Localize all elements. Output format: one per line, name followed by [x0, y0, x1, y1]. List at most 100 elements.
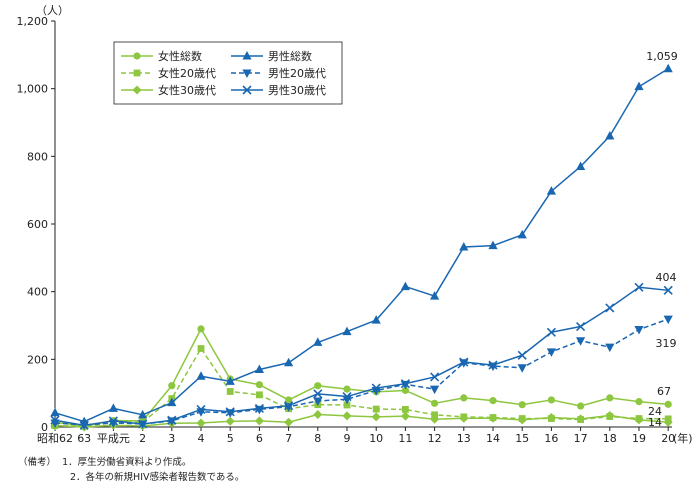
data-point: [108, 403, 118, 412]
data-point: [284, 357, 294, 367]
data-point: [371, 315, 381, 324]
data-point: [50, 415, 60, 425]
data-point: [168, 382, 176, 390]
data-point: [343, 385, 351, 393]
data-point: [606, 394, 614, 402]
x-tick-label: 17: [574, 432, 588, 445]
data-point: [460, 394, 468, 402]
data-point-stroke: [517, 350, 527, 360]
x-tick-label: 14: [486, 432, 500, 445]
x-tick-label: 12: [428, 432, 442, 445]
legend-label: 男性総数: [268, 49, 312, 63]
data-point: [138, 409, 148, 419]
data-point-stroke: [79, 420, 89, 430]
data-point: [517, 364, 527, 373]
data-point: [459, 242, 469, 251]
data-point: [167, 397, 177, 407]
data-point: [663, 417, 673, 427]
series-line: [54, 328, 669, 427]
data-point: [635, 398, 643, 406]
x-tick-label: 4: [198, 432, 205, 445]
x-tick-label: 15: [515, 432, 529, 445]
x-tick-label: 20: [661, 432, 675, 445]
y-tick-label: 800: [27, 150, 48, 163]
data-point: [431, 399, 439, 407]
data-point: [663, 63, 673, 73]
data-point: [225, 416, 235, 426]
data-point: [313, 409, 323, 419]
data-point: [489, 397, 497, 405]
data-point: [254, 403, 264, 413]
data-point-stroke: [576, 321, 586, 332]
data-point: [517, 415, 527, 425]
x-tick-label: 13: [457, 432, 471, 445]
data-point-stroke: [459, 357, 469, 367]
data-point: [133, 69, 141, 77]
data-point: [313, 337, 323, 346]
data-point-stroke: [254, 403, 264, 413]
data-point: [372, 405, 380, 413]
data-point: [459, 413, 469, 423]
data-point: [577, 402, 585, 410]
data-point-stroke: [663, 285, 673, 295]
data-point: [546, 413, 556, 423]
data-point: [546, 327, 556, 337]
legend-label: 男性30歳代: [268, 83, 326, 97]
data-point: [108, 416, 118, 426]
data-point: [634, 282, 644, 292]
data-point: [576, 161, 586, 170]
data-point: [79, 420, 89, 430]
data-point-stroke: [430, 372, 440, 382]
data-point-stroke: [167, 415, 177, 425]
data-point: [459, 359, 469, 368]
data-point: [605, 343, 615, 353]
data-point: [133, 52, 141, 60]
data-point-stroke: [242, 85, 252, 95]
data-point: [342, 411, 352, 421]
data-point: [197, 325, 205, 333]
data-point: [225, 407, 235, 417]
data-point: [576, 321, 586, 332]
legend-label: 女性総数: [158, 49, 202, 63]
x-tick-label: 2: [139, 432, 146, 445]
data-point: [342, 326, 352, 336]
note-2: 2．各年の新規HIV感染者報告数である。: [70, 472, 245, 483]
data-point: [576, 337, 586, 346]
x-tick-label: 18: [603, 432, 617, 445]
data-point: [488, 240, 498, 250]
data-point: [284, 401, 294, 411]
data-point: [546, 186, 556, 195]
end-value-label: 14: [648, 416, 662, 429]
data-point: [371, 383, 381, 393]
data-point-stroke: [634, 282, 644, 292]
data-point: [605, 410, 615, 420]
data-point: [430, 291, 440, 300]
end-value-label: 67: [657, 385, 671, 398]
data-point: [242, 51, 252, 60]
end-value-label: 404: [656, 271, 677, 284]
note-line-2: 2．各年の新規HIV感染者報告数である。: [18, 470, 244, 485]
notes-prefix: （備考）: [18, 457, 57, 468]
data-point-stroke: [50, 415, 60, 425]
data-point: [401, 386, 409, 395]
note-1: 1．厚生労働省資料より作成。: [62, 457, 192, 468]
data-point-stroke: [371, 383, 381, 393]
note-line-1: （備考） 1．厚生労働省資料より作成。: [18, 455, 244, 470]
data-point: [430, 372, 440, 382]
data-point: [167, 415, 177, 425]
data-point: [254, 364, 264, 373]
data-point: [488, 413, 498, 423]
data-point: [547, 396, 556, 404]
y-unit-label: （人）: [36, 4, 69, 17]
data-point: [138, 419, 148, 429]
data-point: [518, 401, 526, 409]
x-tick-label: 7: [285, 432, 292, 445]
data-point-stroke: [108, 416, 118, 426]
data-point: [546, 348, 556, 357]
data-point: [664, 400, 672, 408]
data-point: [196, 371, 206, 380]
y-tick-label: 0: [41, 421, 48, 434]
